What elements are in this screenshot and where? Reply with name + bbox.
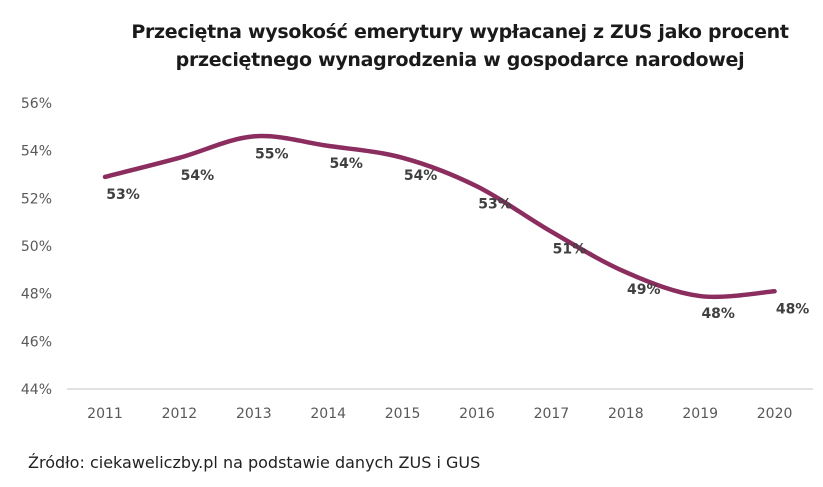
x-tick-label: 2019 [682, 406, 718, 422]
x-tick-label: 2012 [162, 406, 198, 422]
y-tick-label: 52% [21, 191, 52, 207]
y-tick-label: 44% [21, 382, 52, 398]
x-tick-label: 2017 [534, 406, 570, 422]
data-label: 48% [701, 306, 735, 322]
series-line [102, 133, 777, 300]
x-tick-label: 2013 [236, 406, 272, 422]
data-label: 49% [627, 282, 661, 298]
chart-title: Przeciętna wysokość emerytury wypłacanej… [120, 18, 800, 74]
data-label: 51% [553, 242, 587, 258]
x-tick-label: 2020 [757, 406, 793, 422]
y-tick-label: 56% [21, 96, 52, 112]
x-tick-label: 2015 [385, 406, 421, 422]
y-tick-label: 48% [21, 287, 52, 303]
y-tick-label: 54% [21, 144, 52, 160]
x-tick-label: 2011 [87, 406, 123, 422]
y-tick-label: 46% [21, 334, 52, 350]
chart-title-line-1: Przeciętna wysokość emerytury wypłacanej… [131, 21, 789, 43]
data-label: 53% [478, 196, 512, 212]
data-label: 48% [776, 301, 810, 317]
x-tick-label: 2018 [608, 406, 644, 422]
source-note: Źródło: ciekaweliczby.pl na podstawie da… [28, 453, 481, 472]
chart-title-line-2: przeciętnego wynagrodzenia w gospodarce … [175, 49, 745, 71]
x-tick-label: 2014 [310, 406, 346, 422]
data-label: 54% [329, 156, 363, 172]
x-tick-label: 2016 [459, 406, 495, 422]
data-label: 54% [181, 168, 215, 184]
data-label: 53% [106, 187, 140, 203]
data-label: 55% [255, 146, 289, 162]
data-label: 54% [404, 168, 438, 184]
y-tick-label: 50% [21, 239, 52, 255]
